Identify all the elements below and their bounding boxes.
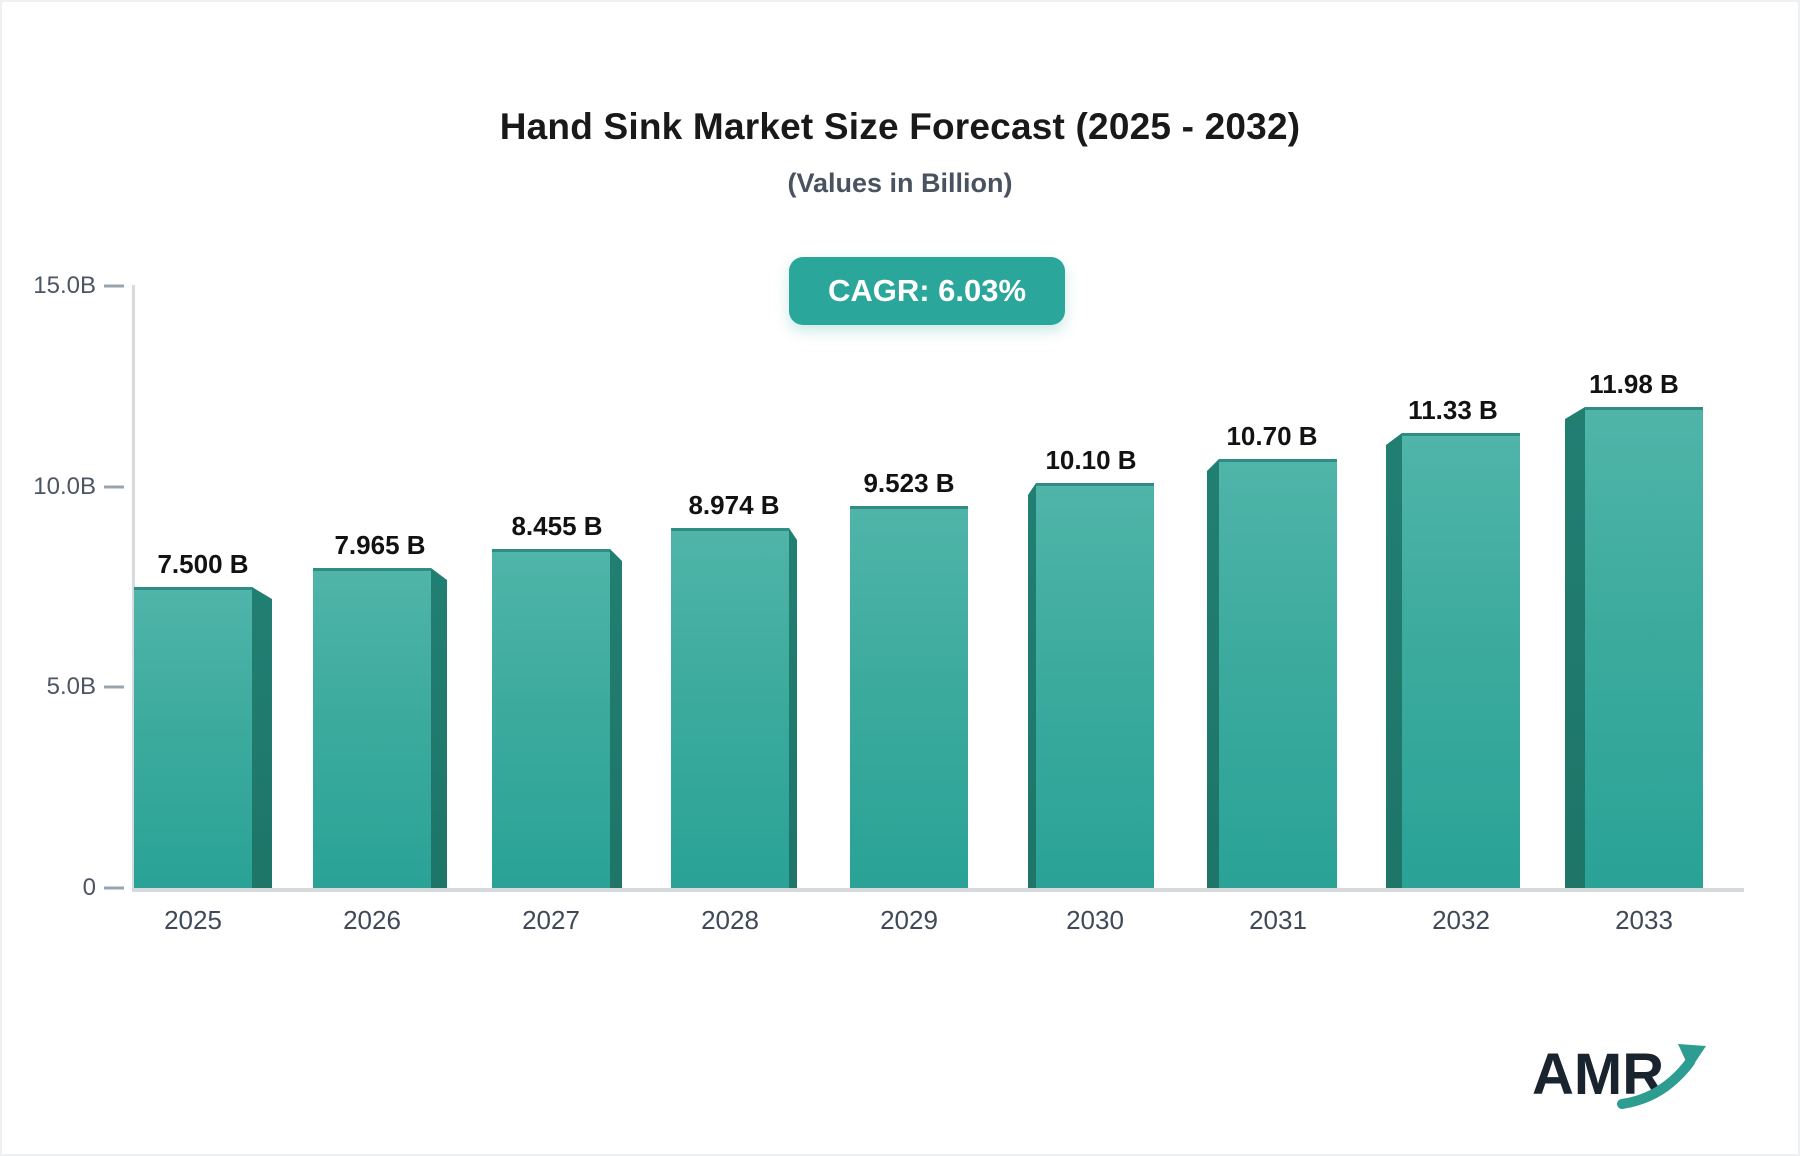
- bar-value-label: 7.500 B: [157, 549, 249, 579]
- cagr-badge: CAGR: 6.03%: [789, 257, 1065, 325]
- x-axis-label-2027: 2027: [522, 905, 580, 935]
- y-tick-mark: [104, 485, 124, 489]
- bar-value-label: 10.10 B: [1045, 445, 1137, 475]
- y-tick-mark: [104, 685, 124, 689]
- bar-value-label: 10.70 B: [1226, 421, 1318, 451]
- bar-value-label: 7.965 B: [334, 530, 426, 560]
- bar-value-label: 11.33 B: [1408, 395, 1498, 425]
- bar-value-label: 8.455 B: [511, 511, 603, 541]
- cagr-badge-label: CAGR: 6.03%: [827, 273, 1027, 308]
- bar-face: [1219, 459, 1337, 888]
- bar-2030: [1028, 483, 1154, 888]
- amr-logo: AMR: [1532, 1042, 1706, 1109]
- bar-face: [492, 549, 610, 888]
- bar-face: [134, 587, 252, 888]
- y-tick-label: 10.0B: [33, 472, 96, 500]
- bar-value-label: 8.974 B: [688, 490, 780, 520]
- bar-2027: [492, 549, 622, 888]
- bar-side-face: [610, 549, 622, 888]
- bar-2033: [1565, 407, 1703, 888]
- x-axis-label-2032: 2032: [1432, 905, 1490, 935]
- bar-face: [1585, 407, 1703, 888]
- y-tick-label: 15.0B: [33, 272, 96, 299]
- bar-side-face: [1565, 407, 1585, 888]
- x-axis-label-2025: 2025: [164, 905, 222, 935]
- y-tick-label: 0: [82, 874, 96, 901]
- y-tick-label: 5.0B: [46, 673, 96, 701]
- bar-side-face: [789, 528, 797, 888]
- bar-2032: [1386, 433, 1520, 888]
- y-tick-mark: [104, 284, 124, 288]
- x-axis-label-2026: 2026: [343, 905, 401, 935]
- x-axis-label-2030: 2030: [1066, 905, 1124, 935]
- bar-side-face: [431, 568, 447, 888]
- bar-face: [850, 506, 968, 888]
- bar-value-label: 9.523 B: [863, 468, 955, 498]
- bar-face: [1402, 433, 1520, 888]
- bar-face: [1036, 483, 1154, 888]
- bar-side-face: [252, 587, 272, 888]
- bar-side-face: [1386, 433, 1402, 888]
- bar-2026: [313, 568, 447, 888]
- amr-logo-arrowhead-icon: [1678, 1044, 1706, 1070]
- chart-subtitle: (Values in Billion): [787, 168, 1013, 198]
- x-axis-label-2029: 2029: [880, 905, 938, 935]
- x-axis-label-2031: 2031: [1249, 905, 1307, 935]
- bar-face: [313, 568, 431, 888]
- bar-2029: [850, 506, 968, 888]
- bar-side-face: [1028, 483, 1036, 888]
- y-axis-line: [132, 285, 135, 892]
- amr-logo-arrow-icon: [1617, 1057, 1695, 1109]
- x-axis-label-2028: 2028: [701, 905, 759, 935]
- bar-2031: [1207, 459, 1337, 888]
- x-axis-line: [132, 888, 1744, 892]
- bar-side-face: [1207, 459, 1219, 888]
- bar-2028: [671, 528, 797, 888]
- bar-value-label: 11.98 B: [1589, 369, 1679, 399]
- bar-2025: [134, 587, 272, 888]
- x-axis-label-2033: 2033: [1615, 905, 1673, 935]
- chart-title: Hand Sink Market Size Forecast (2025 - 2…: [499, 106, 1301, 147]
- y-tick-mark: [104, 886, 124, 890]
- bar-face: [671, 528, 789, 888]
